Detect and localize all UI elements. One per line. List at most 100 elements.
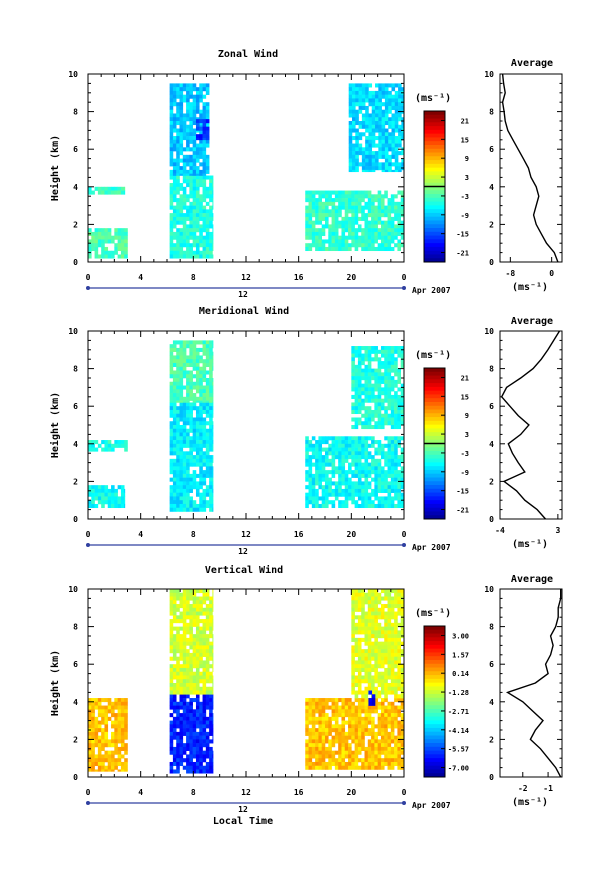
- heatmap-cell: [364, 728, 369, 733]
- heatmap-cell: [394, 235, 398, 240]
- heatmap-cell: [338, 739, 342, 744]
- heatmap-cell: [195, 396, 200, 401]
- heatmap-cell: [384, 224, 388, 229]
- heatmap-cell: [384, 220, 388, 225]
- heatmap-cell: [205, 143, 210, 148]
- heatmap-cell: [205, 470, 210, 475]
- heatmap-cell: [321, 761, 326, 767]
- heatmap-cell: [367, 758, 372, 763]
- heatmap-cell: [384, 394, 388, 399]
- colorbar-segment: [424, 163, 445, 169]
- heatmap-cell: [388, 132, 392, 137]
- heatmap-cell: [380, 346, 385, 351]
- heatmap-cell: [321, 239, 326, 244]
- heatmap-cell: [202, 216, 207, 221]
- x-tick-label: 0: [86, 530, 91, 539]
- heatmap-cell: [367, 746, 372, 751]
- heatmap-cell: [377, 592, 382, 597]
- heatmap-cell: [380, 209, 385, 214]
- heatmap-cell: [189, 220, 193, 225]
- heatmap-cell: [384, 496, 388, 501]
- heatmap-cell: [357, 746, 362, 751]
- heatmap-cell: [195, 400, 200, 403]
- heatmap-cell: [357, 615, 362, 620]
- heatmap-cell: [189, 409, 193, 415]
- heatmap-cell: [120, 716, 125, 721]
- heatmap-cell: [182, 683, 187, 688]
- heatmap-cell: [94, 720, 99, 725]
- heatmap-cell: [341, 746, 346, 751]
- heatmap-cell: [331, 246, 336, 252]
- heatmap-cell: [394, 443, 398, 448]
- heatmap-cell: [397, 470, 402, 475]
- colorbar-tick-label: -9: [461, 212, 469, 220]
- heatmap-cell: [390, 713, 395, 718]
- heatmap-cell: [205, 503, 210, 509]
- heatmap-cell: [169, 406, 174, 411]
- heatmap-cell: [97, 228, 102, 233]
- heatmap-cell: [305, 746, 309, 751]
- heatmap-cell: [387, 447, 392, 452]
- heatmap-cell: [182, 402, 187, 407]
- heatmap-cell: [169, 83, 174, 88]
- heatmap-cell: [169, 194, 174, 199]
- heatmap-cell: [176, 102, 180, 107]
- heatmap-cell: [120, 735, 125, 740]
- heatmap-cell: [88, 500, 92, 505]
- heatmap-cell: [169, 190, 174, 195]
- heatmap-cell: [361, 746, 365, 751]
- heatmap-cell: [176, 220, 180, 225]
- heatmap-cell: [179, 462, 184, 467]
- heatmap-cell: [398, 151, 402, 156]
- heatmap-cell: [365, 158, 369, 163]
- heatmap-cell: [384, 94, 389, 99]
- heatmap-cell: [325, 746, 329, 751]
- heatmap-cell: [205, 440, 210, 445]
- heatmap-cell: [186, 679, 190, 684]
- heatmap-cell: [387, 622, 392, 627]
- heatmap-cell: [397, 228, 402, 233]
- heatmap-cell: [308, 224, 313, 229]
- heatmap-cell: [195, 151, 200, 156]
- heatmap-cell: [384, 679, 388, 684]
- heatmap-cell: [176, 500, 180, 505]
- heatmap-cell: [186, 649, 190, 654]
- heatmap-cell: [374, 357, 378, 362]
- heatmap-cell: [192, 205, 197, 210]
- heatmap-cell: [364, 246, 369, 252]
- heatmap-cell: [325, 739, 329, 744]
- heatmap-cell: [311, 455, 316, 460]
- heatmap-cell: [325, 470, 329, 475]
- heatmap-cell: [338, 743, 342, 748]
- heatmap-cell: [205, 451, 210, 456]
- heatmap-cell: [176, 209, 180, 214]
- heatmap-cell: [172, 389, 177, 394]
- heatmap-cell: [169, 402, 174, 407]
- heatmap-cell: [374, 607, 378, 612]
- heatmap-cell: [355, 136, 359, 141]
- heatmap-cell: [199, 455, 203, 460]
- heatmap-cell: [374, 675, 378, 680]
- heatmap-cell: [361, 604, 365, 609]
- heatmap-cell: [182, 228, 187, 233]
- heatmap-cell: [212, 765, 214, 770]
- heatmap-cell: [338, 728, 342, 733]
- heatmap-cell: [88, 739, 92, 744]
- heatmap-cell: [400, 349, 405, 354]
- heatmap-cell: [97, 496, 102, 501]
- heatmap-cell: [381, 132, 386, 137]
- heatmap-cell: [169, 675, 174, 680]
- heatmap-cell: [176, 754, 180, 759]
- heatmap-cell: [179, 690, 184, 695]
- heatmap-cell: [328, 746, 332, 751]
- heatmap-cell: [371, 139, 376, 144]
- heatmap-cell: [358, 109, 363, 114]
- heatmap-cell: [195, 250, 200, 255]
- heatmap-cell: [101, 492, 105, 497]
- heatmap-cell: [390, 379, 395, 384]
- heatmap-cell: [371, 209, 375, 214]
- heatmap-cell: [361, 462, 365, 467]
- heatmap-cell: [94, 250, 99, 255]
- heatmap-cell: [176, 385, 180, 390]
- heatmap-cell: [331, 190, 336, 195]
